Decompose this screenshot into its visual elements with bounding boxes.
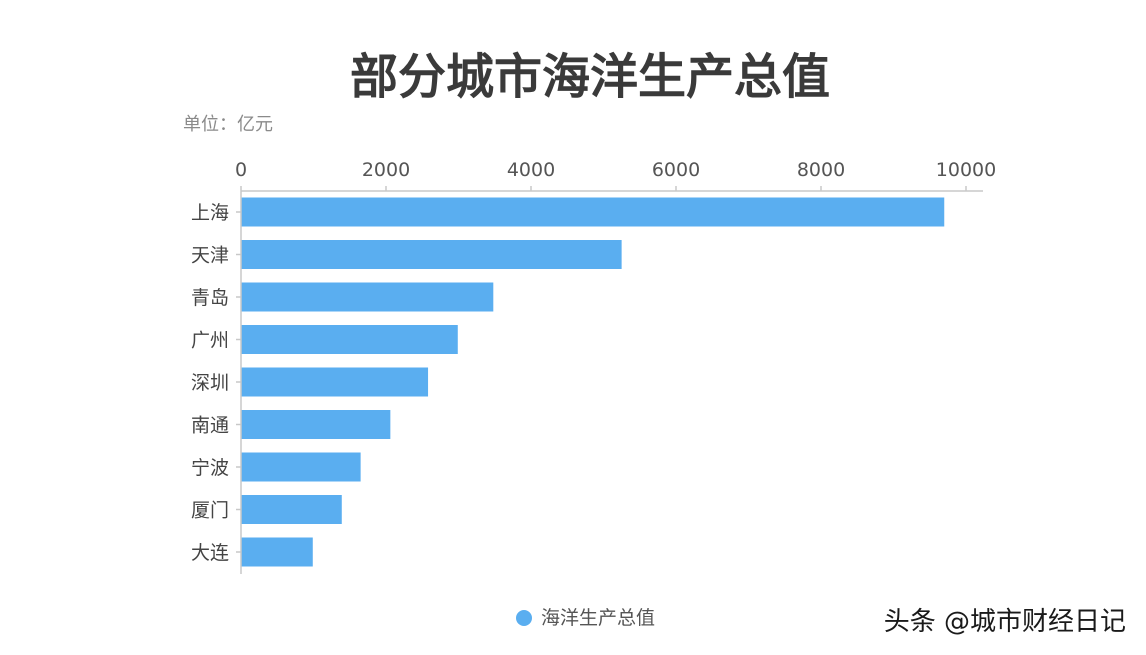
x-axis: 0 2000 4000 6000 8000 10000 (235, 159, 996, 192)
bar-7[interactable] (241, 495, 342, 524)
category-label: 天津 (191, 245, 229, 267)
category-label: 厦门 (191, 500, 229, 522)
legend[interactable]: 海洋生产总值 (516, 607, 655, 629)
bar-5[interactable] (241, 410, 391, 439)
watermark: 头条 @城市财经日记 (884, 607, 1126, 637)
x-tick-label: 8000 (797, 159, 845, 181)
x-tick-label: 6000 (652, 159, 700, 181)
category-label: 广州 (191, 330, 229, 352)
bar-3[interactable] (241, 325, 458, 354)
unit-label: 单位：亿元 (183, 114, 273, 135)
x-tick-label: 10000 (936, 159, 996, 181)
bar-0[interactable] (241, 197, 945, 227)
x-tick-label: 2000 (362, 159, 410, 181)
bar-6[interactable] (241, 452, 361, 482)
legend-marker[interactable] (516, 610, 532, 626)
category-label: 深圳 (191, 372, 229, 394)
bar-2[interactable] (241, 282, 494, 312)
bar-4[interactable] (241, 367, 429, 397)
chart-title: 部分城市海洋生产总值 (350, 49, 830, 105)
bar-8[interactable] (241, 537, 313, 567)
x-tick-label: 4000 (507, 159, 555, 181)
category-label: 大连 (191, 542, 229, 564)
category-label: 南通 (191, 415, 229, 437)
bar-1[interactable] (241, 240, 622, 269)
bars-group (241, 197, 945, 567)
category-label: 宁波 (191, 457, 229, 479)
category-label: 青岛 (191, 287, 229, 309)
category-label: 上海 (191, 202, 229, 224)
legend-label[interactable]: 海洋生产总值 (541, 607, 655, 629)
x-tick-label: 0 (235, 159, 247, 181)
